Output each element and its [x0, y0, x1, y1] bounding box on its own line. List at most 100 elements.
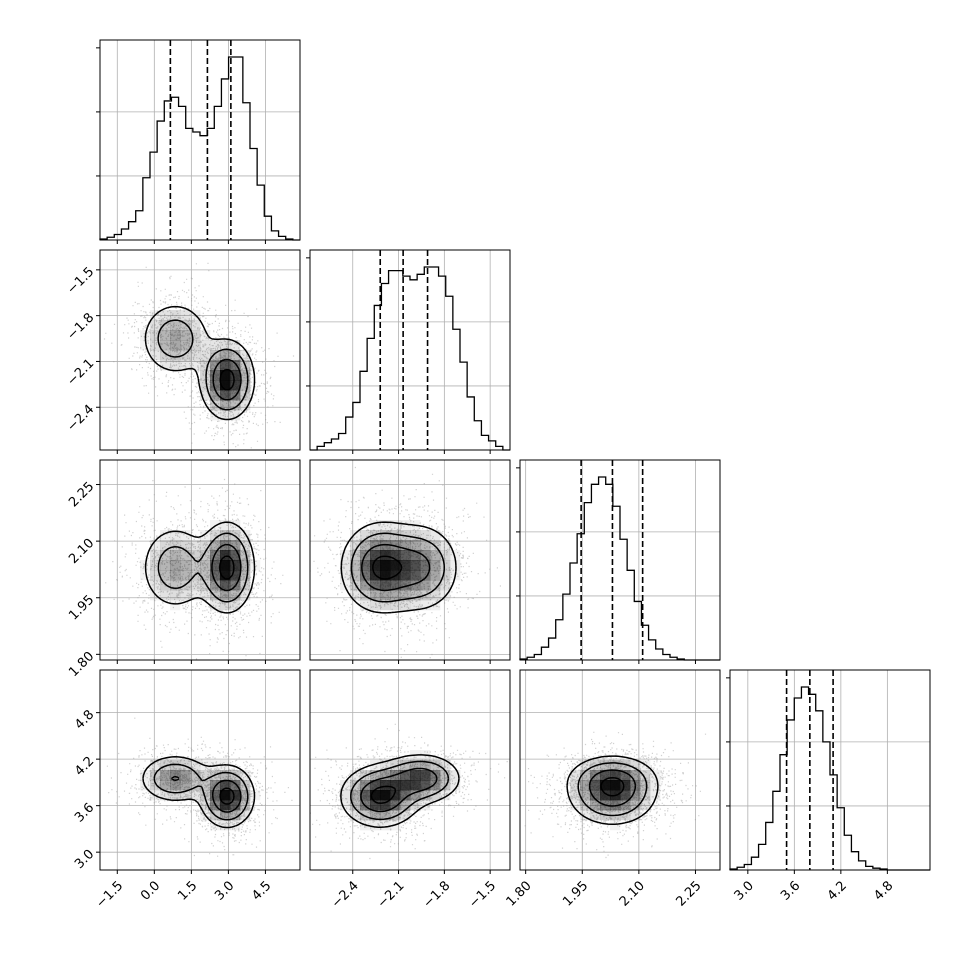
density-cell — [400, 540, 411, 551]
density-cell — [150, 570, 161, 581]
density-cell — [350, 570, 361, 581]
density-cell — [170, 770, 181, 781]
density-cell — [340, 560, 351, 571]
density-cell — [420, 790, 431, 801]
density-cell — [430, 600, 441, 611]
density-cell — [370, 580, 381, 591]
density-cell — [390, 790, 401, 801]
density-cell — [210, 570, 221, 581]
x-tick-label-0-0: −1.5 — [93, 878, 126, 911]
panel-content — [310, 723, 508, 861]
density-cell — [400, 590, 411, 601]
panel-frame — [99, 39, 301, 241]
density-cell — [390, 600, 401, 611]
density-cell — [340, 800, 351, 811]
density-cell — [440, 560, 451, 571]
density-cell — [170, 580, 181, 591]
density-cell — [450, 770, 461, 781]
density-cell — [410, 760, 421, 771]
density-cell — [200, 370, 211, 381]
panel-frame — [99, 249, 301, 451]
density-cell — [390, 760, 401, 771]
density-cell — [350, 770, 361, 781]
contour-level-4 — [218, 555, 235, 580]
density-cell — [650, 780, 661, 791]
density-cell — [450, 550, 461, 561]
density-cell — [590, 810, 601, 821]
density-cell — [380, 760, 391, 771]
density-cell — [400, 790, 411, 801]
density-cell — [380, 570, 391, 581]
density-cell — [360, 580, 371, 591]
density-cell — [220, 360, 231, 371]
density-cell — [640, 780, 651, 791]
density-cell — [190, 590, 201, 601]
density-cell — [410, 590, 421, 601]
density-cell — [240, 530, 251, 541]
density-cell — [180, 340, 191, 351]
density-cell — [200, 540, 211, 551]
density-cell — [580, 780, 591, 791]
density-cell — [430, 590, 441, 601]
density-cell — [180, 760, 191, 771]
density-cell — [160, 760, 171, 771]
density-cell — [630, 770, 641, 781]
panel-content — [310, 466, 501, 659]
density-cell — [140, 340, 151, 351]
x-tick-label-3-0: 3.0 — [732, 878, 757, 903]
panel-1-1 — [306, 249, 511, 454]
density-cell — [360, 540, 371, 551]
density-cell — [210, 530, 221, 541]
density-cell — [370, 820, 381, 831]
density-cell — [430, 530, 441, 541]
x-tick-label-3-2: 4.2 — [825, 878, 850, 903]
density-cell — [150, 340, 161, 351]
density-cell — [230, 410, 241, 421]
density-cell — [400, 570, 411, 581]
density-cell — [420, 530, 431, 541]
density-cell — [200, 350, 211, 361]
density-cell — [170, 360, 181, 371]
density-cell — [440, 580, 451, 591]
density-cell — [240, 770, 251, 781]
density-cell — [170, 550, 181, 561]
density-cell — [230, 370, 241, 381]
histogram-2 — [519, 476, 720, 661]
density-cell — [580, 810, 591, 821]
density-cell — [200, 340, 211, 351]
density-cell — [220, 580, 231, 591]
density-cell — [390, 800, 401, 811]
density-cell — [210, 350, 221, 361]
contour-level-1 — [566, 755, 659, 826]
panel-content — [106, 717, 293, 857]
density-cell — [600, 770, 611, 781]
density-cell — [200, 550, 211, 561]
density-cell — [200, 790, 211, 801]
density-cell — [190, 780, 201, 791]
density-cell — [210, 390, 221, 401]
density-cell — [430, 580, 441, 591]
density-cell — [140, 570, 151, 581]
density-cell — [220, 530, 231, 541]
contour-level-4 — [372, 555, 403, 580]
density-cell — [170, 570, 181, 581]
density-cell — [390, 530, 401, 541]
density-cell — [220, 570, 231, 581]
density-cell — [370, 550, 381, 561]
density-cell — [190, 560, 201, 571]
contour-level-2 — [577, 762, 648, 817]
contour-level-3 — [588, 769, 637, 807]
density-cell — [340, 570, 351, 581]
panel-frame — [99, 459, 301, 661]
density-cell — [390, 780, 401, 791]
density-cell — [200, 590, 211, 601]
density-cell — [630, 790, 641, 801]
density-cell — [580, 800, 591, 811]
density-cell — [230, 380, 241, 391]
density-cell — [360, 780, 371, 791]
density-cell — [220, 410, 231, 421]
density-cell — [620, 810, 631, 821]
density-cell — [410, 800, 421, 811]
density-cell — [160, 770, 171, 781]
